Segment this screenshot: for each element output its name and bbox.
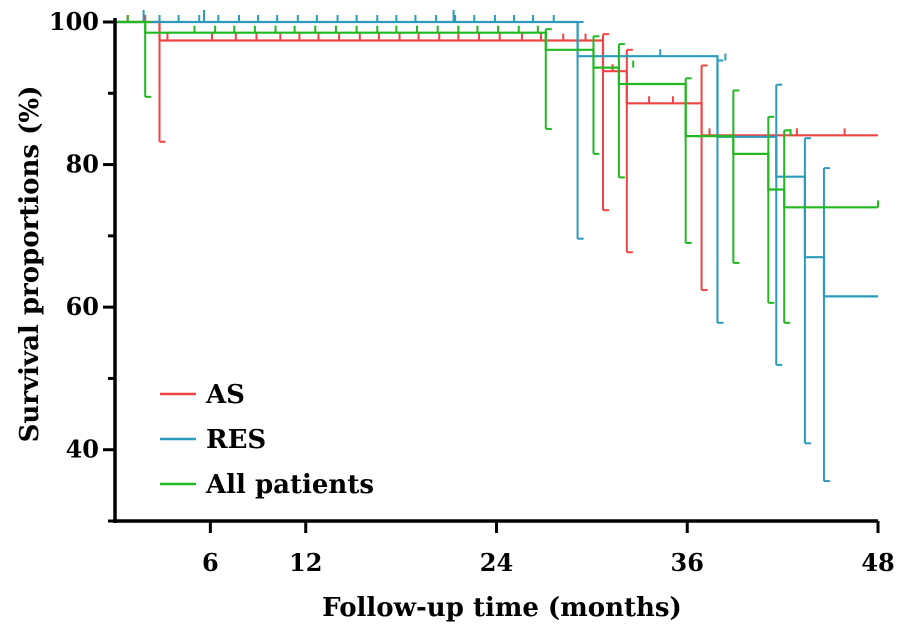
x-tick-label: 6 — [202, 548, 219, 577]
axes: 40 60 80 100 6 12 24 36 48 — [49, 7, 895, 577]
y-tick-label: 60 — [66, 292, 99, 321]
series-AS — [115, 15, 878, 292]
series-line — [115, 20, 878, 137]
y-tick-label: 100 — [49, 7, 99, 36]
legend-label: All patients — [205, 470, 374, 500]
legend-label: AS — [205, 380, 245, 410]
series-All patients — [115, 15, 879, 324]
plot-area — [115, 10, 879, 483]
x-axis-title: Follow-up time (months) — [322, 593, 682, 623]
x-tick-label: 36 — [671, 548, 704, 577]
x-tick-label: 24 — [480, 548, 513, 577]
y-tick-label: 80 — [66, 150, 99, 179]
series-RES — [115, 10, 878, 483]
y-tick-label: 40 — [66, 435, 99, 464]
legend-label: RES — [206, 425, 266, 455]
series-line — [115, 20, 878, 209]
x-tick-label: 48 — [861, 548, 894, 577]
y-axis-title: Survival proportions (%) — [15, 86, 45, 443]
x-tick-label: 12 — [289, 548, 322, 577]
series-line — [115, 20, 878, 298]
legend: AS RES All patients — [160, 380, 374, 500]
